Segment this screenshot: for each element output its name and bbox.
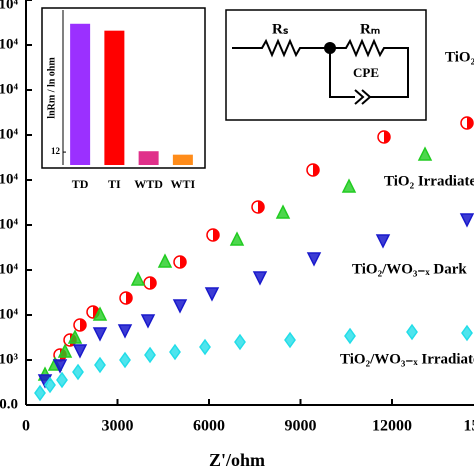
y-tick-label: 2.0x10⁴ [0, 216, 19, 232]
x-tick-label: 0 [22, 418, 30, 435]
data-point [119, 351, 131, 369]
data-point [117, 324, 133, 339]
data-point [56, 371, 68, 389]
x-tick-label: TI [108, 177, 121, 191]
data-point [52, 359, 68, 374]
x-tick-label: WTD [134, 177, 163, 191]
data-point [57, 343, 73, 358]
bar [172, 154, 193, 165]
data-point [252, 271, 268, 286]
y-tick-label: 1.5x10⁴ [0, 261, 19, 277]
x-tick-label: 9000 [285, 418, 317, 435]
data-point [72, 344, 88, 359]
inset-y-tick-label: 12 [51, 146, 61, 156]
marker-half [179, 255, 186, 268]
bar [138, 151, 159, 165]
x-tick-label: TD [72, 177, 89, 191]
data-point [169, 343, 181, 361]
x-axis-title: Z'/ohm [209, 450, 265, 470]
data-point [140, 314, 156, 329]
data-point [172, 299, 188, 314]
y-tick-label: 5.0x10³ [0, 351, 19, 367]
series-label: TiO₂ Dark [445, 49, 474, 65]
marker-half [466, 117, 473, 130]
y-tick-label: 3.0x10⁴ [0, 126, 19, 142]
series-label: TiO₂/WO₃₋ₓ Irradiated [340, 351, 474, 367]
data-point [94, 356, 106, 374]
marker-half [79, 318, 86, 331]
data-point [92, 306, 108, 321]
data-point [72, 363, 84, 381]
data-point [234, 333, 246, 351]
y-tick-label: 1.0x10⁴ [0, 306, 19, 322]
data-point [130, 271, 146, 286]
y-tick-label: 3.5x10⁴ [0, 81, 19, 97]
bar [70, 23, 91, 166]
series-label: TiO₂ Irradiated [384, 173, 474, 189]
circuit-diagram: Rₛ Rₘ CPE [225, 9, 427, 121]
y-tick-label: 0.0 [0, 396, 18, 412]
marker-half [313, 164, 320, 177]
data-point [461, 324, 473, 342]
data-point [229, 231, 245, 246]
marker-half [258, 201, 265, 213]
data-point [375, 234, 391, 249]
data-point [173, 255, 187, 269]
marker-half [212, 228, 219, 241]
data-point [92, 327, 108, 342]
data-point [199, 338, 211, 356]
y-tick-label: 4.5x10⁴ [0, 0, 19, 12]
marker-half [126, 291, 133, 304]
data-point [34, 384, 46, 402]
data-point [306, 252, 322, 267]
x-tick-label: 3000 [102, 418, 134, 435]
circuit-label: Rₘ [360, 21, 380, 37]
inset: 12 lnRm / ln ohm TD TI WTD WTI [41, 7, 206, 191]
data-point [344, 327, 356, 345]
data-point [157, 253, 173, 268]
circuit-label: Rₛ [272, 21, 289, 37]
marker-half [150, 276, 157, 289]
data-point [306, 163, 320, 177]
data-point [341, 178, 357, 193]
x-tick-label: 6000 [193, 418, 225, 435]
y-tick-label: 4.0x10⁴ [0, 36, 19, 52]
circuit-label: CPE [353, 65, 379, 80]
data-point [251, 200, 265, 214]
y-tick-label: 2.5x10⁴ [0, 171, 19, 187]
data-point [119, 291, 133, 305]
data-point [377, 130, 391, 144]
data-point [204, 287, 220, 302]
bar [104, 30, 125, 165]
data-point [406, 323, 418, 341]
series-label: TiO₂/WO₃₋ₓ Dark [352, 261, 467, 277]
data-point [73, 318, 87, 332]
data-point [275, 204, 291, 219]
data-point [143, 276, 157, 290]
x-tick-label: 15000 [464, 418, 474, 435]
marker-half [384, 130, 391, 143]
data-point [459, 213, 474, 228]
data-point [460, 116, 474, 130]
x-tick-label: WTI [171, 177, 196, 191]
data-point [144, 346, 156, 364]
data-point [284, 331, 296, 349]
data-point [417, 146, 433, 161]
data-point [67, 329, 83, 344]
inset-y-title: lnRm / ln ohm [46, 57, 57, 119]
data-point [44, 376, 56, 394]
x-tick-label: 12000 [372, 418, 412, 435]
data-point [206, 228, 220, 242]
